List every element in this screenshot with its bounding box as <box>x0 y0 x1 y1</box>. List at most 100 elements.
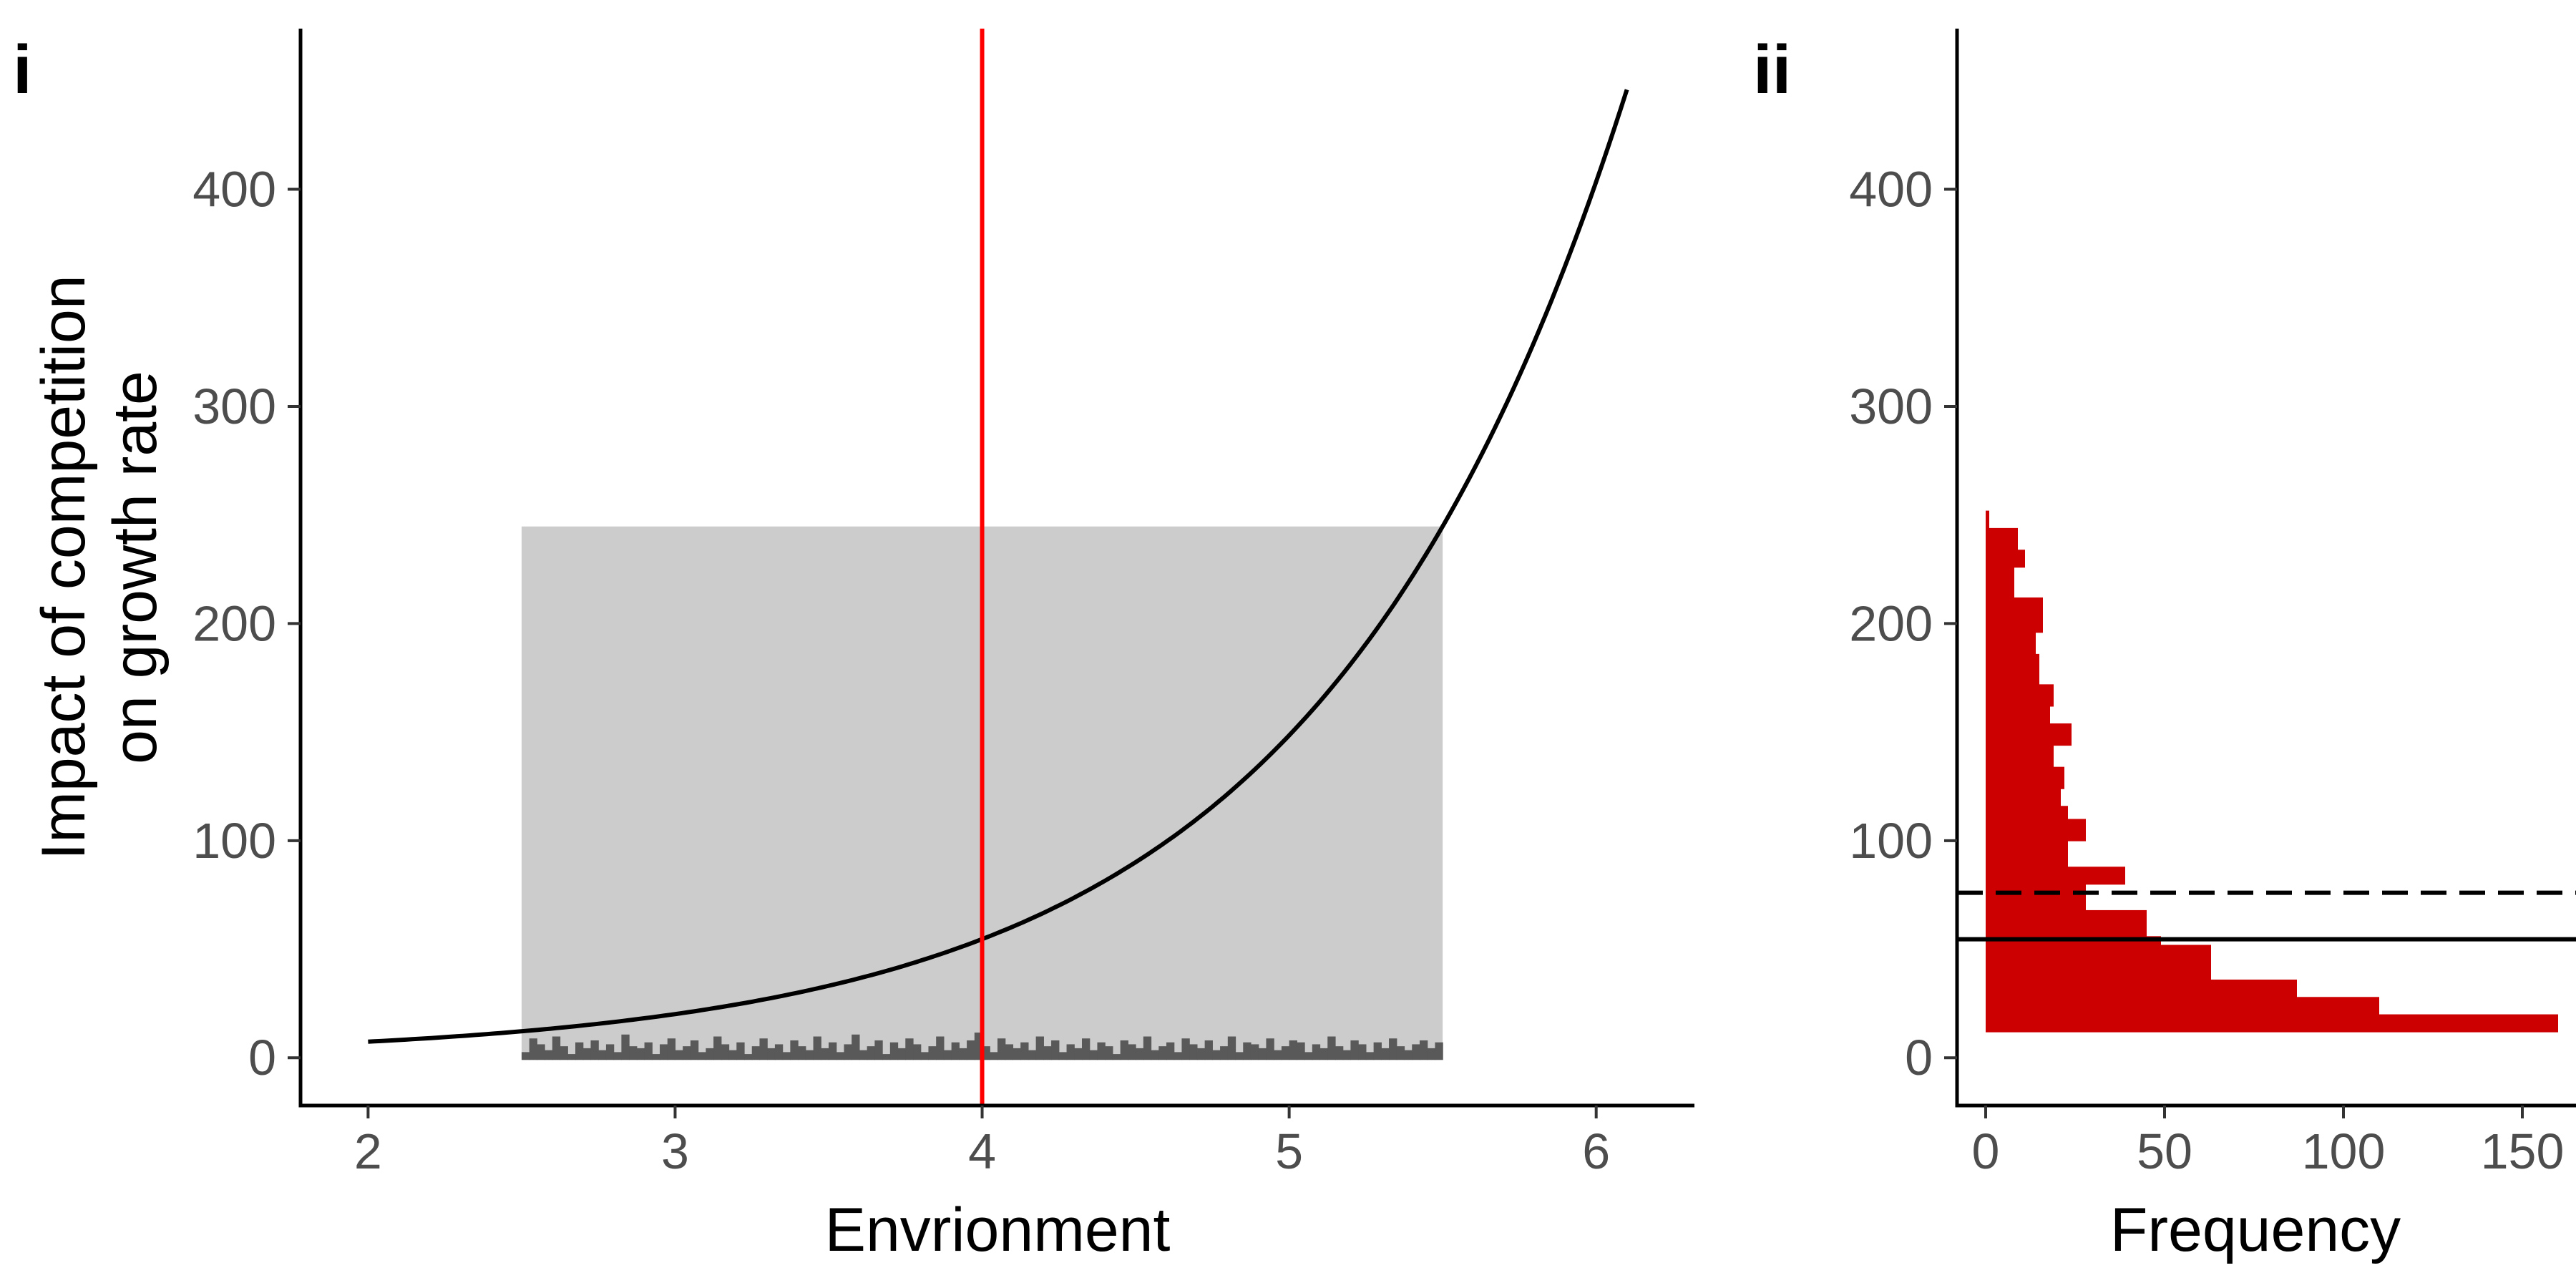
rug-bar <box>605 1044 615 1060</box>
rug-bar <box>660 1044 668 1060</box>
rug-bar <box>1304 1052 1313 1060</box>
x-axis-title: Envrionment <box>825 1196 1171 1264</box>
rug-bar <box>621 1034 630 1060</box>
rug-bar <box>1389 1038 1397 1060</box>
rug-bar <box>1174 1052 1183 1060</box>
x-tick-label: 100 <box>2302 1123 2386 1179</box>
rug-bar <box>713 1036 722 1060</box>
rug-bar <box>897 1048 906 1060</box>
rug-bar <box>1112 1054 1121 1060</box>
rug-bar <box>1227 1036 1236 1060</box>
y-tick-label: 200 <box>1849 595 1933 651</box>
rug-bar <box>1136 1048 1144 1060</box>
x-tick-label: 3 <box>661 1123 689 1179</box>
rug-bar <box>1035 1036 1044 1060</box>
x-tick-label: 6 <box>1582 1123 1610 1179</box>
y-tick-label: 100 <box>192 813 276 869</box>
rug-bar <box>1350 1040 1359 1060</box>
rug-bar <box>1381 1048 1390 1060</box>
frequency-bar <box>1986 980 2297 998</box>
rug-bar <box>951 1042 960 1060</box>
rug-bar <box>613 1052 622 1060</box>
rug-bar <box>636 1048 645 1060</box>
panel-ii-y-ticks: 0 100 200 300 400 <box>1849 162 1957 1085</box>
rug-bar <box>790 1040 799 1060</box>
rug-bar <box>1412 1044 1420 1060</box>
rug-bar <box>598 1050 607 1060</box>
panel-i-axes <box>298 29 1694 1108</box>
rug-bar <box>882 1054 891 1060</box>
rug-bar <box>567 1054 576 1060</box>
frequency-bar <box>1986 653 2039 686</box>
y-tick-label: 300 <box>192 379 276 434</box>
frequency-bar <box>1986 909 2147 937</box>
rug-bar <box>959 1048 967 1060</box>
rug-bar <box>683 1046 691 1060</box>
frequency-bar <box>1986 567 2014 598</box>
rug-bar <box>1419 1040 1428 1060</box>
frequency-bar <box>1986 840 2068 868</box>
rug-bar <box>813 1036 821 1060</box>
rug-bar <box>751 1046 761 1060</box>
frequency-bar <box>1986 745 2054 768</box>
rug-bar <box>936 1036 945 1060</box>
rug-bar <box>590 1040 599 1060</box>
rug-bar <box>852 1034 860 1060</box>
rug-bar <box>982 1046 990 1060</box>
rug-bar <box>805 1050 814 1060</box>
rug-bar <box>821 1048 829 1060</box>
rug-bar <box>690 1040 699 1060</box>
rug-bar <box>782 1052 791 1060</box>
x-tick-label: 150 <box>2481 1123 2565 1179</box>
y-tick-label: 400 <box>1849 162 1933 218</box>
rug-bar <box>629 1046 638 1060</box>
rug-bar <box>667 1038 676 1060</box>
rug-bar <box>767 1048 776 1060</box>
frequency-bar <box>1986 766 2064 789</box>
rug-bar <box>1435 1042 1443 1060</box>
rug-bar <box>1166 1042 1175 1060</box>
frequency-bar <box>1986 510 1989 529</box>
frequency-bar <box>1986 597 2043 602</box>
rug-bar <box>1005 1044 1014 1060</box>
y-tick-label: 300 <box>1849 379 1933 434</box>
y-axis-title-line-1: Impact of competition <box>29 275 98 859</box>
rug-bar <box>1089 1050 1098 1060</box>
rug-bar <box>736 1042 745 1060</box>
rug-bar <box>675 1050 683 1060</box>
panel-i-x-ticks: 2 3 4 5 6 <box>354 1106 1610 1179</box>
y-axis-title-line-2: on growth rate <box>101 371 170 764</box>
rug-bar <box>844 1044 852 1060</box>
panel-i-y-ticks: 0 100 200 300 400 <box>192 162 301 1085</box>
impact-curve <box>368 89 1629 1044</box>
rug-bar <box>997 1038 1006 1060</box>
rug-bar <box>1266 1038 1274 1060</box>
rug-bar <box>1105 1046 1113 1060</box>
frequency-bar <box>1986 788 2061 807</box>
rug-bar <box>1365 1052 1375 1060</box>
frequency-bar <box>1986 632 2036 655</box>
rug-histogram <box>521 1033 1443 1060</box>
rug-bar <box>1043 1046 1052 1060</box>
rug-bar <box>774 1044 784 1060</box>
rug-bar <box>560 1046 568 1060</box>
rug-bar <box>1427 1048 1436 1060</box>
rug-bar <box>1319 1048 1328 1060</box>
rug-bar <box>529 1038 537 1060</box>
panel-i-chart: 2 3 4 5 6 0 100 200 300 400 Envrionment Impact o… <box>29 29 1694 1264</box>
rug-bar <box>829 1042 837 1060</box>
rug-bar <box>1396 1046 1405 1060</box>
x-tick-label: 4 <box>968 1123 996 1179</box>
y-tick-label: 100 <box>1849 813 1933 869</box>
rug-bar <box>889 1042 899 1060</box>
rug-bar <box>1235 1052 1244 1060</box>
y-tick-label: 400 <box>192 162 276 218</box>
rug-bar <box>537 1044 545 1060</box>
rug-bar <box>1151 1050 1159 1060</box>
rug-bar <box>1120 1040 1128 1060</box>
rug-bar <box>721 1044 730 1060</box>
frequency-bar <box>1986 684 2054 707</box>
frequency-bar <box>1986 867 2125 885</box>
rug-bar <box>1274 1050 1282 1060</box>
rug-bar <box>859 1050 868 1060</box>
